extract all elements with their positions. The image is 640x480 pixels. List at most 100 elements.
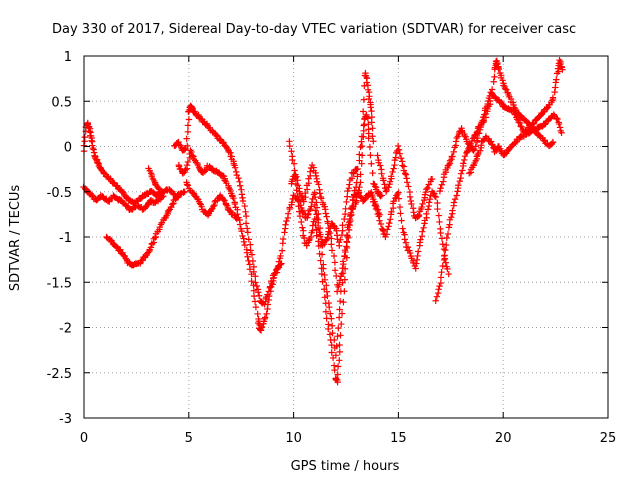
data-point — [513, 116, 521, 123]
data-point — [410, 209, 417, 216]
data-point — [289, 176, 296, 183]
data-point — [380, 177, 387, 184]
data-point — [236, 221, 244, 228]
data-point — [328, 241, 335, 248]
data-point — [549, 94, 557, 101]
data-point — [322, 210, 329, 217]
data-point — [339, 222, 346, 229]
x-tick-label: 25 — [600, 431, 617, 446]
data-point — [397, 155, 405, 162]
data-point — [210, 203, 217, 210]
data-point — [348, 175, 356, 182]
data-point — [345, 226, 353, 234]
data-point — [184, 142, 191, 150]
data-point — [344, 232, 351, 240]
data-point — [147, 244, 155, 251]
data-point — [302, 189, 309, 197]
data-point — [360, 133, 367, 140]
y-axis-label: SDTVAR / TECUs — [8, 185, 23, 292]
data-point — [369, 133, 376, 140]
data-point — [88, 137, 95, 144]
data-point — [456, 177, 464, 185]
data-point — [323, 213, 330, 220]
data-point — [460, 160, 467, 167]
data-point — [333, 288, 341, 295]
data-point — [455, 182, 462, 189]
data-point — [332, 352, 340, 359]
data-point — [376, 211, 383, 218]
data-point — [242, 208, 249, 216]
data-point — [264, 301, 272, 308]
data-point — [433, 293, 441, 300]
data-point — [239, 197, 247, 205]
data-point — [452, 138, 460, 145]
data-point — [243, 212, 250, 220]
data-point — [333, 342, 340, 350]
data-point — [355, 189, 363, 197]
data-point — [368, 189, 375, 196]
data-point — [420, 224, 427, 232]
data-point — [231, 200, 239, 208]
data-points — [80, 56, 566, 386]
data-point — [311, 201, 319, 209]
data-point — [318, 270, 326, 278]
data-point — [94, 159, 102, 167]
data-point — [485, 97, 492, 105]
data-point — [386, 219, 393, 227]
data-point — [298, 218, 305, 226]
data-point — [451, 195, 459, 203]
data-point — [367, 152, 374, 159]
data-point — [388, 173, 395, 180]
series-F — [175, 147, 278, 334]
data-point — [335, 324, 342, 332]
data-point — [369, 169, 376, 177]
data-point — [241, 241, 249, 249]
data-point — [248, 270, 255, 278]
data-point — [244, 229, 252, 236]
data-point — [443, 241, 450, 249]
data-point — [328, 322, 336, 329]
data-point — [168, 203, 175, 211]
data-point — [398, 217, 405, 224]
data-point — [274, 265, 281, 272]
data-point — [331, 259, 339, 266]
data-point — [555, 120, 563, 128]
data-point — [312, 207, 319, 214]
data-point — [250, 281, 257, 289]
data-point — [424, 206, 432, 213]
data-point — [307, 233, 315, 241]
data-point — [435, 286, 442, 293]
data-point — [339, 258, 347, 265]
data-point — [361, 82, 368, 90]
data-point — [360, 96, 368, 103]
data-point — [344, 187, 351, 195]
data-point — [453, 192, 460, 199]
data-point — [286, 142, 293, 150]
data-point — [328, 341, 335, 349]
data-point — [184, 158, 192, 166]
data-point — [322, 237, 329, 244]
data-point — [364, 115, 372, 122]
data-point — [236, 182, 244, 189]
data-point — [252, 303, 260, 311]
data-point — [461, 152, 469, 160]
data-point — [334, 378, 341, 386]
data-point — [232, 168, 240, 176]
data-point — [444, 265, 451, 273]
x-axis: 0 5 10 15 20 25 — [80, 56, 616, 446]
data-point — [370, 138, 377, 145]
data-point — [415, 211, 423, 219]
data-point — [423, 210, 430, 218]
data-point — [250, 292, 258, 300]
data-point — [270, 274, 277, 281]
data-point — [408, 200, 415, 208]
data-point — [335, 281, 343, 288]
data-point — [263, 310, 270, 318]
data-point — [439, 241, 446, 248]
data-point — [338, 270, 345, 277]
data-point — [222, 201, 230, 208]
data-point — [283, 217, 290, 225]
data-point — [336, 242, 343, 249]
data-point — [318, 195, 325, 202]
